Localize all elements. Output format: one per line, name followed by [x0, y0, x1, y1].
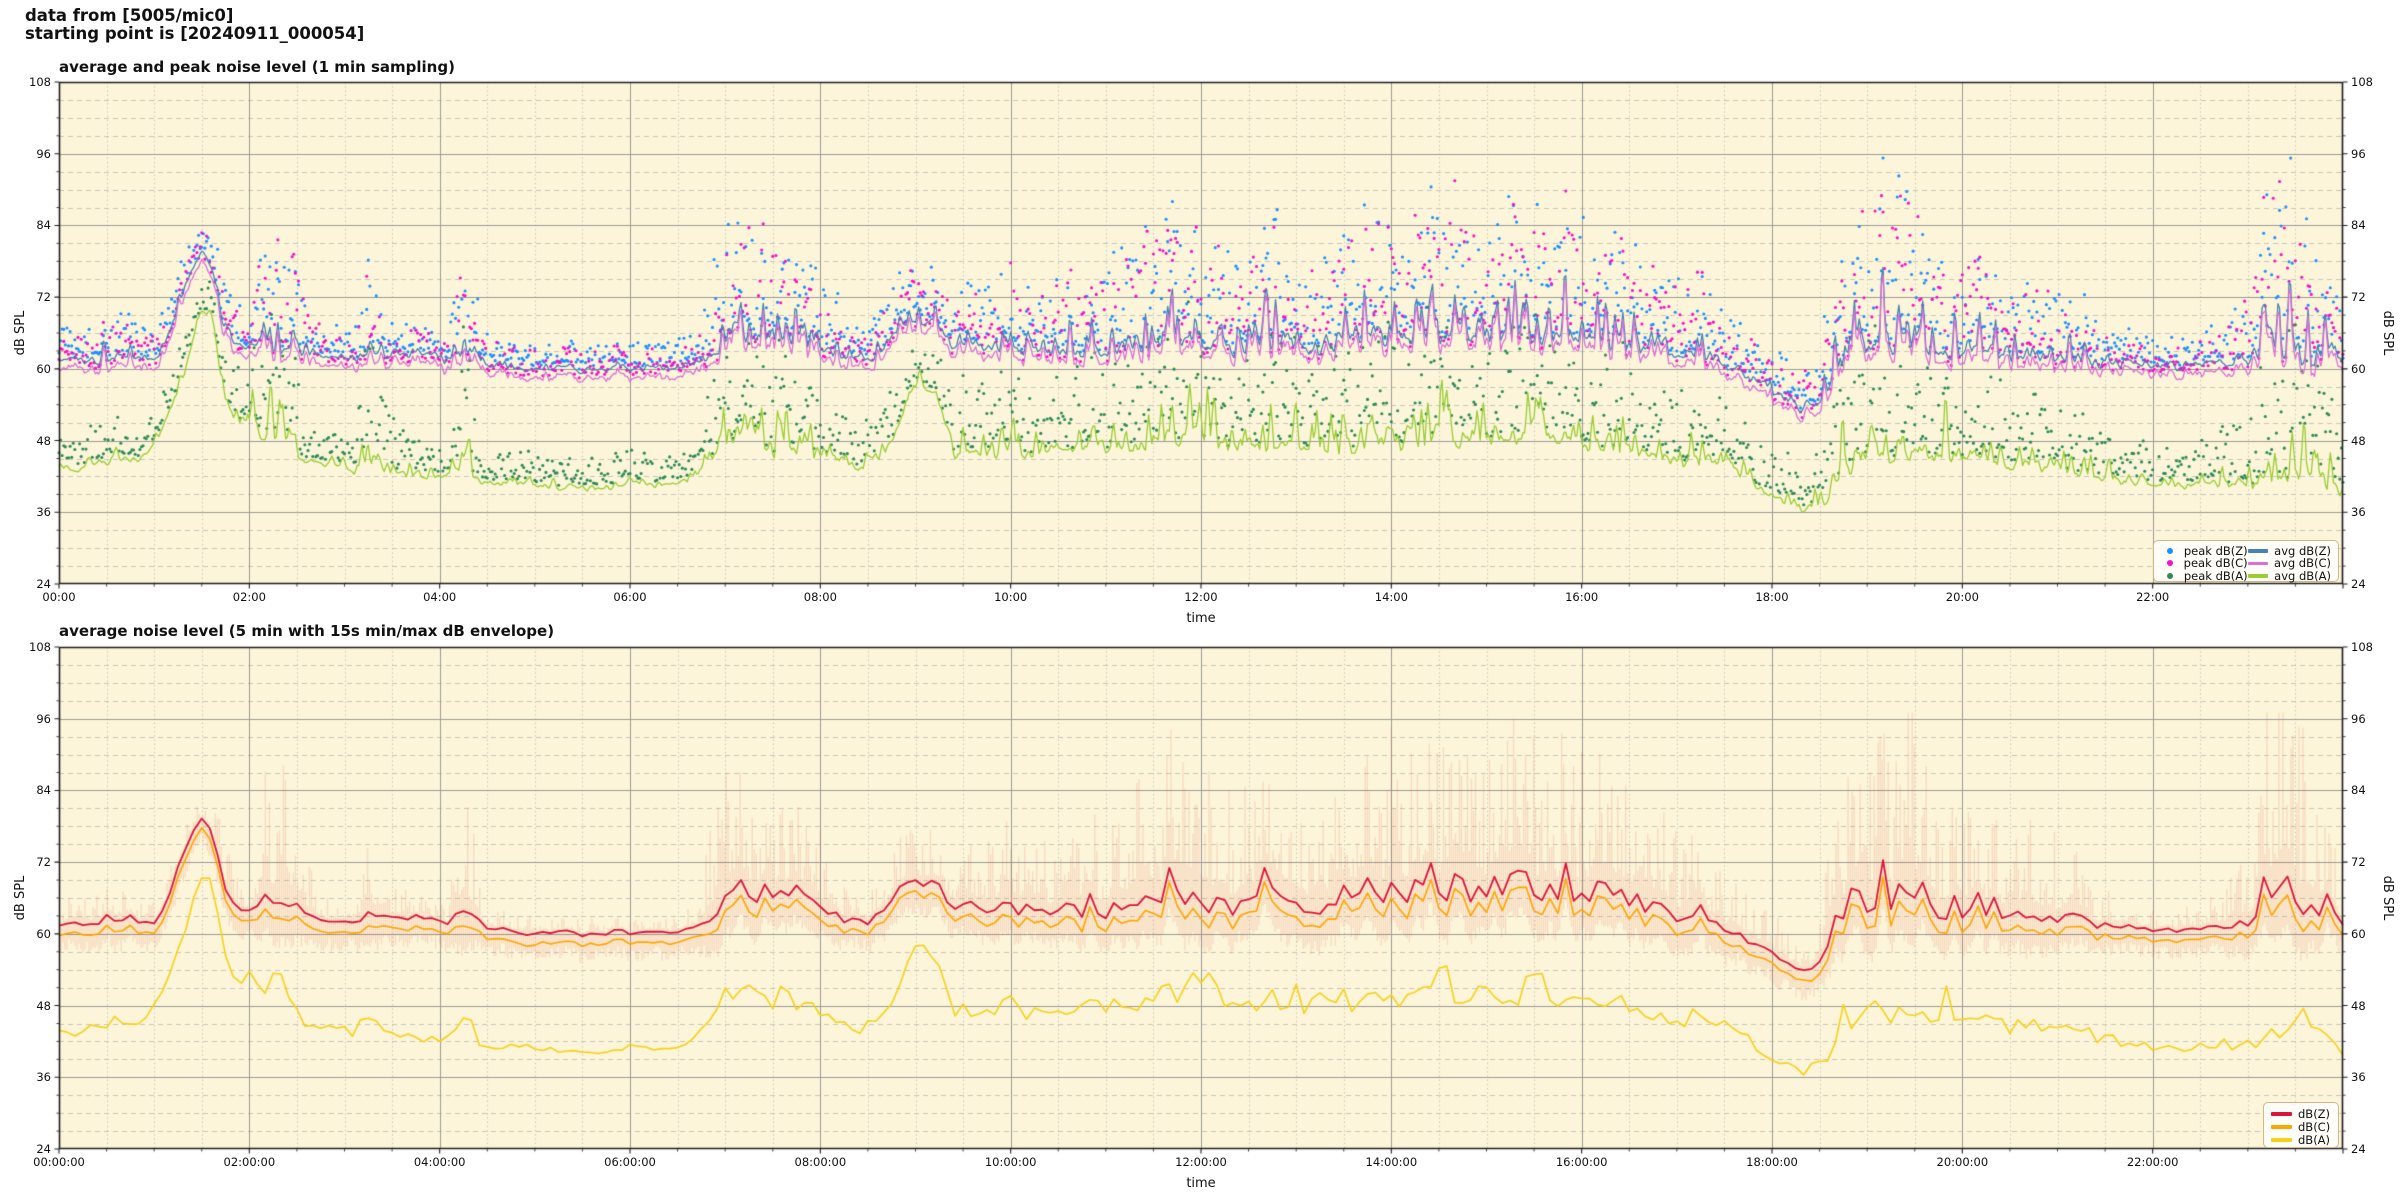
- x-tick: 16:00: [1565, 590, 1599, 604]
- legend-row: peak dB(A) avg dB(A): [2161, 568, 2331, 583]
- y-tick-left: 72: [36, 290, 51, 305]
- y-tick-right: 108: [2351, 75, 2373, 89]
- y-tick-right: 84: [2351, 783, 2366, 798]
- y-tick-right: 36: [2351, 505, 2366, 520]
- legend-label: avg dB(A): [2274, 568, 2331, 583]
- x-tick: 10:00:00: [984, 1155, 1037, 1169]
- x-tick: 02:00:00: [223, 1155, 276, 1169]
- y-tick-left: 60: [36, 926, 51, 941]
- y-tick-right: 96: [2351, 711, 2366, 726]
- x-tick: 20:00:00: [1936, 1155, 1989, 1169]
- x-tick: 16:00:00: [1555, 1155, 1608, 1169]
- legend-line-marker: [2271, 1112, 2292, 1116]
- legend-dot-marker: [2161, 572, 2180, 579]
- legend-row: dB(Z): [2271, 1107, 2331, 1121]
- x-tick: 06:00:00: [604, 1155, 656, 1169]
- y-tick-right: 84: [2351, 218, 2366, 233]
- y-tick-right: 72: [2351, 290, 2366, 305]
- legend-label: dB(Z): [2298, 1107, 2331, 1121]
- x-tick: 04:00:00: [413, 1155, 466, 1169]
- y-tick-left: 60: [36, 361, 51, 376]
- x-tick: 14:00:00: [1365, 1155, 1418, 1169]
- legend-label: peak dB(Z): [2183, 543, 2248, 558]
- legend-row: dB(A): [2271, 1133, 2331, 1147]
- y-tick-left: 108: [29, 75, 51, 89]
- y-tick-left: 96: [36, 711, 51, 726]
- x-tick: 18:00:00: [1746, 1155, 1798, 1169]
- y-tick-left: 72: [36, 855, 51, 870]
- x-tick: 12:00: [1184, 590, 1218, 604]
- legend-row: peak dB(C) avg dB(C): [2161, 556, 2331, 571]
- y-tick-left: 24: [36, 577, 51, 591]
- y-tick-right: 96: [2351, 146, 2366, 161]
- y-tick-right: 48: [2351, 433, 2366, 448]
- top-xaxis-label: time: [1186, 611, 1216, 626]
- y-tick-right: 72: [2351, 855, 2366, 870]
- legend-label: avg dB(C): [2273, 556, 2331, 571]
- top-plot-title: average and peak noise level (1 min samp…: [59, 58, 455, 76]
- x-tick: 00:00: [42, 590, 76, 604]
- y-tick-right: 108: [2351, 640, 2373, 654]
- x-tick: 04:00: [423, 590, 457, 604]
- y-tick-left: 24: [36, 1142, 51, 1156]
- top-yaxis-label-left: dB SPL: [13, 310, 28, 356]
- bottom-xaxis-label: time: [1186, 1176, 1216, 1191]
- x-tick: 00:00:00: [33, 1155, 85, 1169]
- legend-row: dB(C): [2271, 1120, 2331, 1134]
- legend-dot-marker: [2161, 560, 2180, 567]
- y-tick-right: 36: [2351, 1070, 2366, 1085]
- legend-line-marker: [2247, 549, 2269, 553]
- x-tick: 12:00:00: [1175, 1155, 1227, 1169]
- y-tick-left: 96: [36, 146, 51, 161]
- x-tick: 22:00:00: [2126, 1155, 2179, 1169]
- x-tick: 06:00: [613, 590, 647, 604]
- legend-label: dB(A): [2298, 1133, 2331, 1147]
- x-tick: 20:00: [1945, 590, 1979, 604]
- y-tick-left: 36: [36, 1070, 51, 1085]
- y-tick-right: 60: [2351, 926, 2366, 941]
- y-tick-right: 48: [2351, 998, 2366, 1013]
- y-tick-left: 84: [36, 783, 51, 798]
- bottom-yaxis-label-right: dB SPL: [2380, 875, 2395, 921]
- legend-dot-marker: [2161, 547, 2180, 554]
- legend-row: peak dB(Z) avg dB(Z): [2161, 543, 2331, 558]
- y-tick-left: 36: [36, 505, 51, 520]
- top-plot-legend: peak dB(Z) avg dB(Z) peak dB(C) avg dB(C) pe…: [2153, 540, 2339, 583]
- x-tick: 08:00:00: [794, 1155, 847, 1169]
- x-tick: 18:00: [1755, 590, 1789, 604]
- bottom-plot-legend: dB(Z) dB(C) dB(A): [2263, 1102, 2339, 1148]
- legend-label: peak dB(C): [2183, 556, 2248, 571]
- legend-line-marker: [2271, 1138, 2292, 1142]
- y-tick-left: 48: [36, 998, 51, 1013]
- bottom-plot-title: average noise level (5 min with 15s min/…: [59, 622, 555, 640]
- legend-label: peak dB(A): [2183, 568, 2248, 583]
- x-tick: 10:00: [994, 590, 1028, 604]
- bottom-yaxis-label-left: dB SPL: [13, 875, 28, 921]
- legend-label: avg dB(Z): [2274, 543, 2331, 558]
- header-data-source: data from [5005/mic0]: [25, 6, 234, 25]
- y-tick-right: 60: [2351, 361, 2366, 376]
- x-tick: 22:00: [2136, 590, 2170, 604]
- x-tick: 14:00: [1374, 590, 1408, 604]
- legend-label: dB(C): [2298, 1120, 2331, 1134]
- legend-line-marker: [2247, 561, 2268, 566]
- y-tick-left: 48: [36, 433, 51, 448]
- y-tick-right: 24: [2351, 577, 2366, 591]
- y-tick-left: 84: [36, 218, 51, 233]
- x-tick: 02:00: [232, 590, 266, 604]
- y-tick-right: 24: [2351, 1142, 2366, 1156]
- top-yaxis-label-right: dB SPL: [2380, 310, 2395, 356]
- legend-line-marker: [2271, 1125, 2292, 1129]
- header-start-time: starting point is [20240911_000054]: [25, 24, 365, 43]
- x-tick: 08:00: [803, 590, 837, 604]
- y-tick-left: 108: [29, 640, 51, 654]
- legend-line-marker: [2247, 574, 2269, 578]
